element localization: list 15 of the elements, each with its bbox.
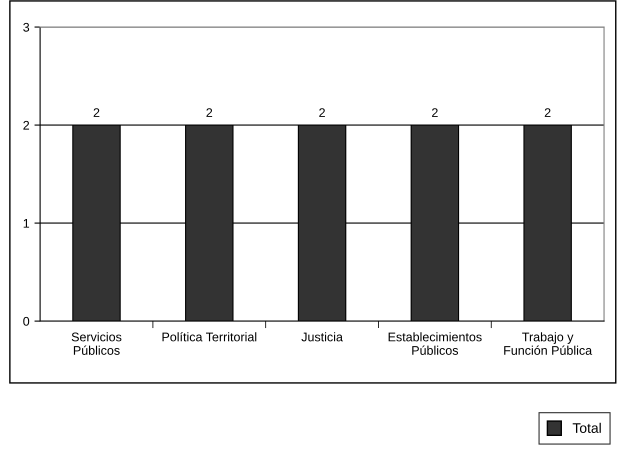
data-label: 2 xyxy=(94,108,100,117)
data-label: 2 xyxy=(544,108,550,117)
x-tick-label: Justicia xyxy=(301,332,343,342)
y-tick-label: 3 xyxy=(23,22,30,32)
x-tick-label: Política Territorial xyxy=(162,332,256,342)
x-tick-label: Trabajo y Función Pública xyxy=(504,332,592,355)
x-tick-label: Establecimientos Públicos xyxy=(388,332,482,355)
y-tick-label: 0 xyxy=(23,316,30,326)
y-tick-label: 2 xyxy=(23,120,30,130)
legend-label: Total xyxy=(572,422,601,433)
x-tick-label: Servicios Públicos xyxy=(72,332,122,355)
data-label: 2 xyxy=(206,108,212,117)
data-label: 2 xyxy=(432,108,438,117)
data-label: 2 xyxy=(319,108,325,117)
y-tick-label: 1 xyxy=(24,219,30,228)
